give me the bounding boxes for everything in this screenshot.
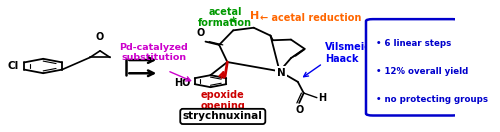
Text: Vilsmeier-
Haack: Vilsmeier- Haack [325, 42, 381, 64]
Text: • no protecting groups: • no protecting groups [376, 95, 488, 103]
Text: O: O [96, 32, 104, 42]
Text: • 6 linear steps: • 6 linear steps [376, 39, 452, 48]
Text: N: N [276, 68, 285, 78]
Text: Pd-catalyzed
substitution: Pd-catalyzed substitution [120, 43, 188, 62]
Text: • 12% overall yield: • 12% overall yield [376, 67, 468, 76]
Text: acetal
formation: acetal formation [198, 7, 252, 28]
Text: H: H [318, 93, 326, 103]
Text: HO: HO [174, 78, 190, 88]
Text: O: O [197, 28, 205, 38]
FancyBboxPatch shape [366, 19, 459, 116]
Text: epoxide
opening: epoxide opening [200, 90, 245, 111]
Text: strychnuxinal: strychnuxinal [183, 111, 262, 121]
Text: O: O [295, 105, 304, 115]
Text: Cl: Cl [8, 61, 19, 71]
Text: ← acetal reduction: ← acetal reduction [260, 13, 362, 23]
Text: H: H [250, 11, 259, 21]
